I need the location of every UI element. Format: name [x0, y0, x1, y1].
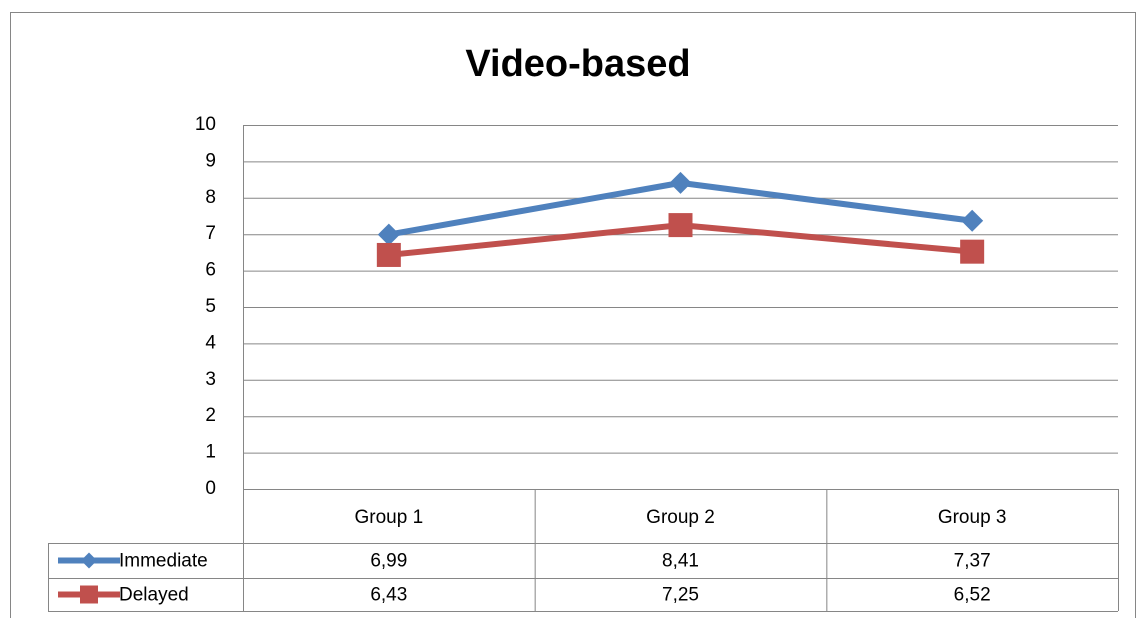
x-tick-label: Group 1: [355, 507, 424, 528]
table-value: 6,99: [370, 551, 407, 572]
y-tick-label: 6: [205, 260, 216, 281]
y-tick-label: 7: [205, 223, 216, 244]
legend-marker: [81, 552, 97, 569]
y-tick-label: 2: [205, 405, 216, 426]
x-tick-label: Group 3: [938, 507, 1007, 528]
table-value: 8,41: [662, 551, 699, 572]
y-tick-label: 10: [195, 114, 216, 135]
y-tick-label: 4: [205, 332, 216, 353]
y-tick-label: 3: [205, 369, 216, 390]
data-point: [961, 209, 984, 232]
y-tick-label: 0: [205, 478, 216, 499]
y-tick-label: 1: [205, 442, 216, 463]
data-point: [669, 171, 692, 194]
y-tick-label: 9: [205, 150, 216, 171]
data-point: [668, 213, 693, 238]
chart-title: Video-based: [465, 43, 690, 85]
table-value: 6,52: [954, 585, 991, 606]
y-tick-label: 8: [205, 187, 216, 208]
table-value: 6,43: [370, 585, 407, 606]
x-tick-label: Group 2: [646, 507, 715, 528]
y-tick-label: 5: [205, 296, 216, 317]
legend-label: Immediate: [119, 551, 208, 572]
table-value: 7,25: [662, 585, 699, 606]
table-value: 7,37: [954, 551, 991, 572]
legend-label: Delayed: [119, 585, 189, 606]
data-point: [377, 223, 400, 246]
data-point: [376, 242, 401, 267]
legend-marker: [80, 585, 98, 604]
data-point: [960, 239, 985, 264]
